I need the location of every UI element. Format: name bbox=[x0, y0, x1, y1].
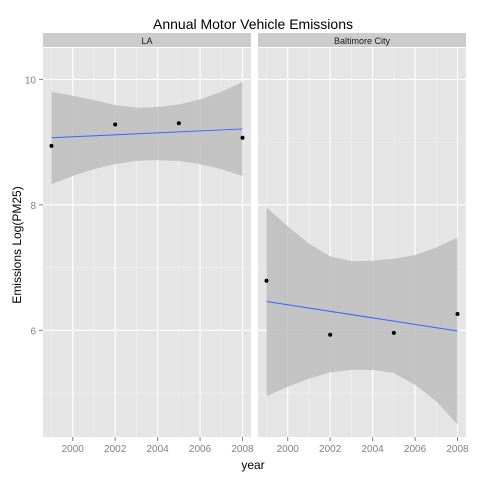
data-point bbox=[113, 122, 118, 127]
x-tick-label: 2002 bbox=[319, 444, 342, 455]
facet-panel: Baltimore City 2000 2002 2004 2006 2008 bbox=[258, 33, 469, 455]
x-tick-label: 2006 bbox=[404, 444, 427, 455]
data-point bbox=[391, 330, 396, 335]
facet-strip bbox=[43, 33, 251, 47]
facet-strip bbox=[258, 33, 466, 47]
facet-strip-label: LA bbox=[141, 36, 152, 46]
x-tick-label: 2008 bbox=[231, 444, 254, 455]
chart-title: Annual Motor Vehicle Emissions bbox=[153, 16, 353, 32]
x-tick-label: 2004 bbox=[361, 444, 384, 455]
trend-line bbox=[51, 128, 243, 139]
x-tick-label: 2000 bbox=[62, 444, 85, 455]
data-point bbox=[240, 135, 245, 140]
trend-line bbox=[266, 300, 458, 332]
x-tick-label: 2006 bbox=[189, 444, 212, 455]
x-tick-label: 2000 bbox=[277, 444, 300, 455]
data-point bbox=[328, 332, 333, 337]
y-tick-label: 10 bbox=[25, 75, 37, 86]
y-tick-label: 8 bbox=[30, 201, 36, 212]
x-tick-label: 2004 bbox=[146, 444, 169, 455]
data-point bbox=[49, 143, 54, 148]
y-tick-label: 6 bbox=[30, 326, 36, 337]
data-point bbox=[455, 312, 460, 317]
facet-panel: LA 2000 2002 2004 2006 2008 bbox=[43, 33, 254, 455]
x-tick-label: 2008 bbox=[446, 444, 469, 455]
facet-strip-label: Baltimore City bbox=[334, 36, 391, 46]
y-axis-label: Emissions Log(PM25) bbox=[10, 186, 24, 303]
data-point bbox=[264, 278, 269, 283]
data-point bbox=[176, 121, 181, 126]
x-axis-label: year bbox=[241, 458, 264, 472]
x-tick-label: 2002 bbox=[104, 444, 127, 455]
